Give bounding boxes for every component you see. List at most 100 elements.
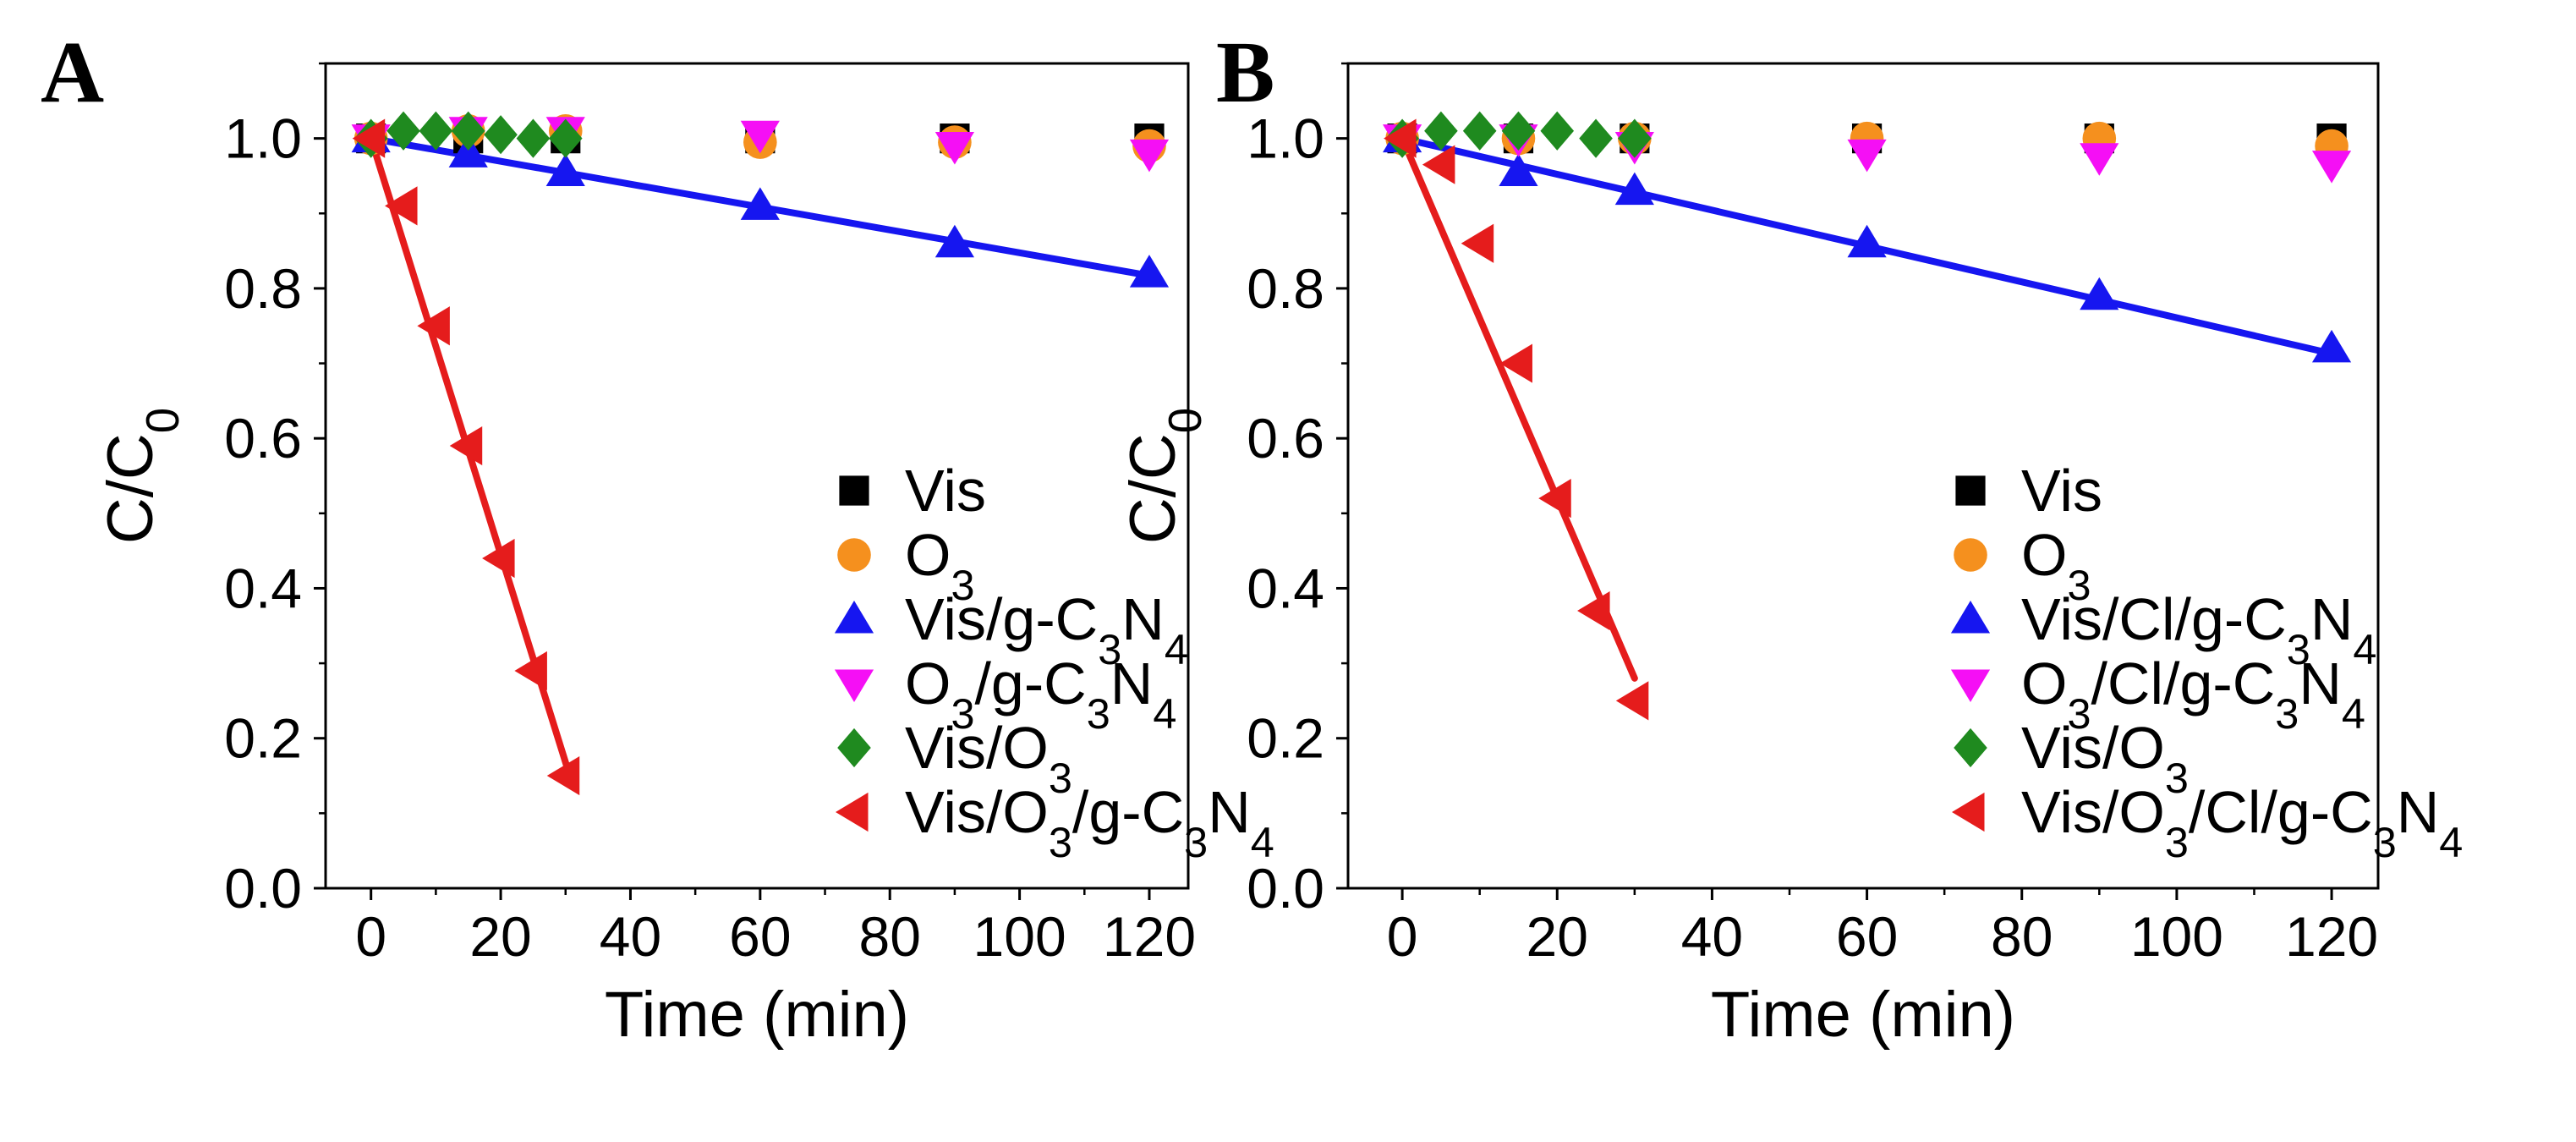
y-tick-label: 0.2 bbox=[1247, 707, 1324, 770]
y-tick-label: 0.0 bbox=[1247, 857, 1324, 920]
y-axis-title-group: C/C0 bbox=[95, 408, 189, 544]
series bbox=[1385, 111, 1652, 158]
legend-marker bbox=[1950, 669, 1991, 702]
y-tick-label: 0.8 bbox=[224, 257, 302, 320]
legend-marker bbox=[834, 601, 874, 634]
legend-marker bbox=[834, 669, 874, 702]
legend-marker bbox=[1955, 475, 1986, 506]
plot-frame bbox=[324, 62, 1190, 890]
panel-label: B bbox=[1216, 24, 1274, 121]
data-point bbox=[1540, 111, 1575, 151]
legend-marker bbox=[1950, 601, 1991, 634]
data-point bbox=[516, 118, 551, 158]
x-tick-label: 40 bbox=[600, 905, 661, 968]
data-point bbox=[514, 651, 547, 691]
x-tick-label: 80 bbox=[859, 905, 921, 968]
data-point bbox=[1618, 118, 1652, 158]
y-tick-label: 0.4 bbox=[1247, 557, 1324, 619]
data-point bbox=[386, 111, 420, 151]
x-tick-label: 100 bbox=[973, 905, 1066, 968]
y-tick-label: 1.0 bbox=[224, 107, 302, 170]
data-point bbox=[1384, 118, 1417, 158]
x-tick-label: 60 bbox=[1836, 905, 1898, 968]
data-point bbox=[385, 186, 418, 226]
data-point bbox=[1129, 255, 1170, 288]
legend-label: Vis bbox=[2021, 458, 2102, 524]
y-tick-label: 0.6 bbox=[1247, 407, 1324, 469]
data-point bbox=[448, 135, 488, 167]
x-tick-label: 40 bbox=[1681, 905, 1743, 968]
data-point bbox=[484, 115, 518, 155]
data-point bbox=[1847, 224, 1887, 258]
y-tick-label: 0.4 bbox=[224, 557, 302, 619]
data-point bbox=[449, 426, 483, 466]
legend-label: Vis bbox=[905, 458, 986, 524]
data-point bbox=[451, 111, 485, 151]
data-point bbox=[1614, 172, 1654, 206]
data-point bbox=[1615, 681, 1649, 721]
x-axis-title: Time (min) bbox=[1711, 979, 2015, 1051]
legend-label: Vis/Cl/g-C3N4 bbox=[2021, 586, 2376, 673]
legend-marker bbox=[1954, 727, 1987, 768]
y-tick-label: 0.6 bbox=[224, 407, 302, 469]
data-point bbox=[740, 120, 780, 154]
panel-label: A bbox=[41, 24, 104, 121]
plot-frame bbox=[1346, 62, 2380, 890]
legend-label: Vis/g-C3N4 bbox=[905, 586, 1188, 673]
legend-label: O3 bbox=[905, 522, 974, 609]
data-point bbox=[482, 538, 515, 579]
chart-panel-b: B 0 20 40 60 80 100 120 0.0 0.2 0.4 0.6 0.8 1.0 Time (… bbox=[1117, 24, 2463, 1051]
y-axis-title: C/C0 bbox=[1117, 408, 1211, 544]
data-point bbox=[1847, 139, 1887, 173]
data-point bbox=[2311, 151, 2352, 184]
y-tick-label: 0.0 bbox=[224, 857, 302, 920]
data-point bbox=[548, 118, 583, 158]
legend-label: Vis/O3/Cl/g-C3N4 bbox=[2021, 779, 2463, 866]
data-point bbox=[2080, 277, 2119, 310]
legend-marker bbox=[836, 792, 869, 832]
data-point bbox=[1462, 111, 1497, 151]
data-point bbox=[1129, 139, 1170, 173]
legend: VisO3Vis/g-C3N4O3/g-C3N4Vis/O3Vis/O3/g-C… bbox=[834, 458, 1274, 866]
data-point bbox=[2080, 143, 2119, 176]
chart-panel-a: A 0 20 40 60 80 100 120 0.0 0.2 0.4 0.6 0.8 1.0 Time (… bbox=[41, 24, 1274, 1051]
legend-marker bbox=[1952, 792, 1985, 832]
data-point bbox=[1501, 111, 1536, 151]
legend-marker bbox=[837, 538, 871, 572]
y-axis-title: C/C0 bbox=[95, 408, 189, 544]
legend-marker bbox=[1954, 538, 1987, 572]
series bbox=[1384, 118, 1649, 721]
x-tick-label: 20 bbox=[1526, 905, 1588, 968]
data-point bbox=[1579, 118, 1613, 158]
y-tick-label: 1.0 bbox=[1247, 107, 1324, 170]
x-tick-label: 80 bbox=[1991, 905, 2053, 968]
legend-label: O3 bbox=[2021, 522, 2091, 609]
legend: VisO3Vis/Cl/g-C3N4O3/Cl/g-C3N4Vis/O3Vis/… bbox=[1950, 458, 2463, 866]
legend-marker bbox=[839, 475, 869, 506]
legend-label: O3/Cl/g-C3N4 bbox=[2021, 651, 2365, 738]
y-tick-label: 0.2 bbox=[224, 707, 302, 770]
x-tick-label: 120 bbox=[2285, 905, 2378, 968]
x-axis-title: Time (min) bbox=[605, 979, 909, 1051]
data-point bbox=[934, 132, 975, 165]
legend-marker bbox=[837, 727, 871, 768]
fit-line bbox=[1399, 135, 1638, 682]
x-tick-label: 100 bbox=[2130, 905, 2223, 968]
data-point bbox=[1422, 145, 1455, 184]
data-point bbox=[934, 224, 975, 258]
data-point bbox=[546, 755, 580, 796]
legend-label: Vis/O3 bbox=[2021, 715, 2189, 802]
data-point bbox=[1424, 111, 1458, 151]
x-tick-label: 20 bbox=[469, 905, 531, 968]
y-tick-label: 0.8 bbox=[1247, 257, 1324, 320]
data-point bbox=[1499, 153, 1538, 187]
data-point bbox=[1461, 223, 1494, 263]
data-point bbox=[740, 187, 780, 220]
data-point bbox=[1538, 478, 1571, 519]
data-point bbox=[352, 118, 386, 158]
legend-label: O3/g-C3N4 bbox=[905, 651, 1176, 738]
data-point bbox=[2311, 329, 2352, 363]
x-tick-label: 0 bbox=[1387, 905, 1418, 968]
x-tick-label: 120 bbox=[1103, 905, 1196, 968]
